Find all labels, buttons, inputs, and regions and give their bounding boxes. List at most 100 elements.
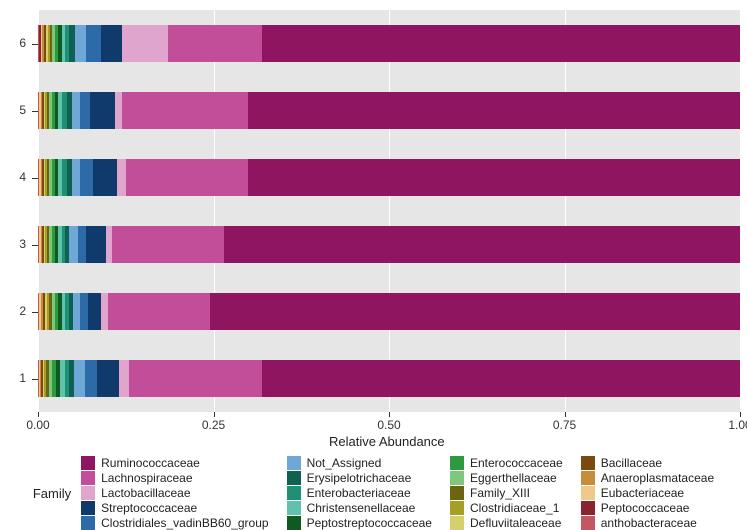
- legend-item: Clostridiales_vadinBB60_group: [81, 516, 268, 530]
- legend-label: Not_Assigned: [307, 456, 382, 470]
- bar-segment: [119, 360, 130, 398]
- bar-segment: [129, 360, 262, 398]
- legend-label: Clostridiales_vadinBB60_group: [101, 516, 268, 530]
- bar-segment: [122, 25, 168, 63]
- y-tick-label: 3: [6, 237, 26, 251]
- bar-segment: [85, 360, 98, 398]
- bar-segment: [69, 226, 77, 264]
- legend-item: Lactobacillaceae: [81, 486, 268, 500]
- legend-label: Lachnospiraceae: [101, 471, 192, 485]
- bar-segment: [122, 92, 248, 130]
- bar-segment: [117, 159, 125, 197]
- legend-item: Defluviitaleaceae: [450, 516, 563, 530]
- legend-label: Peptostreptococcaceae: [307, 516, 432, 530]
- legend-column: RuminococcaceaeLachnospiraceaeLactobacil…: [81, 456, 268, 530]
- legend-item: Not_Assigned: [287, 456, 432, 470]
- legend: Family RuminococcaceaeLachnospiraceaeLac…: [0, 456, 747, 530]
- legend-item: Lachnospiraceae: [81, 471, 268, 485]
- bar-segment: [72, 159, 80, 197]
- legend-label: Defluviitaleaceae: [470, 516, 561, 530]
- x-tick-label: 0.25: [202, 418, 225, 432]
- legend-swatch: [287, 471, 301, 485]
- y-tick-label: 5: [6, 103, 26, 117]
- bar-segment: [168, 25, 263, 63]
- y-tick-mark: [32, 245, 38, 246]
- legend-swatch: [450, 471, 464, 485]
- legend-column: BacillaceaeAnaeroplasmataceaeEubacteriac…: [581, 456, 714, 530]
- y-tick-label: 2: [6, 304, 26, 318]
- bars-area: [38, 10, 740, 412]
- legend-item: Enterococcaceae: [450, 456, 563, 470]
- legend-label: Ruminococcaceae: [101, 456, 200, 470]
- bar-segment: [248, 92, 739, 130]
- legend-label: Bacillaceae: [601, 456, 662, 470]
- y-tick-label: 6: [6, 36, 26, 50]
- bar-segment: [115, 92, 122, 130]
- bar-row: [38, 226, 740, 264]
- bar-segment: [80, 92, 91, 130]
- bar-segment: [210, 293, 740, 331]
- bar-row: [38, 159, 740, 197]
- bar-segment: [78, 226, 86, 264]
- x-axis-title: Relative Abundance: [329, 434, 445, 449]
- bar-segment: [93, 159, 118, 197]
- bar-row: [38, 25, 740, 63]
- legend-item: Ruminococcaceae: [81, 456, 268, 470]
- legend-swatch: [81, 456, 95, 470]
- x-tick-mark: [389, 412, 390, 417]
- bar-row: [38, 293, 740, 331]
- x-tick-label: 1.00: [728, 418, 747, 432]
- legend-label: Anaeroplasmataceae: [601, 471, 714, 485]
- legend-swatch: [81, 486, 95, 500]
- bar-segment: [73, 293, 80, 331]
- plot-panel: 123456 0.000.250.500.751.00 Relative Abu…: [6, 6, 746, 452]
- legend-swatch: [450, 516, 464, 530]
- y-tick-mark: [32, 44, 38, 45]
- x-tick-mark: [214, 412, 215, 417]
- legend-column: Not_AssignedErysipelotrichaceaeEnterobac…: [287, 456, 432, 530]
- chart-container: 123456 0.000.250.500.751.00 Relative Abu…: [0, 6, 747, 530]
- legend-item: Erysipelotrichaceae: [287, 471, 432, 485]
- legend-label: Eubacteriaceae: [601, 486, 684, 500]
- bar-segment: [74, 360, 85, 398]
- legend-label: Family_XIII: [470, 486, 530, 500]
- legend-label: anthobacteraceae: [601, 516, 697, 530]
- legend-item: Peptostreptococcaceae: [287, 516, 432, 530]
- legend-swatch: [581, 516, 595, 530]
- y-tick-label: 4: [6, 170, 26, 184]
- bar-segment: [86, 226, 106, 264]
- legend-swatch: [287, 516, 301, 530]
- bar-segment: [75, 25, 86, 63]
- bar-segment: [101, 293, 108, 331]
- legend-swatch: [287, 486, 301, 500]
- bar-segment: [248, 159, 739, 197]
- y-tick-mark: [32, 178, 38, 179]
- legend-label: Lactobacillaceae: [101, 486, 190, 500]
- bar-segment: [126, 159, 249, 197]
- legend-item: Eggerthellaceae: [450, 471, 563, 485]
- legend-item: Anaeroplasmataceae: [581, 471, 714, 485]
- x-tick-label: 0.00: [26, 418, 49, 432]
- legend-swatch: [287, 456, 301, 470]
- y-tick-mark: [32, 379, 38, 380]
- legend-title: Family: [33, 456, 71, 530]
- bar-segment: [86, 25, 101, 63]
- legend-columns: RuminococcaceaeLachnospiraceaeLactobacil…: [81, 456, 714, 530]
- bar-segment: [90, 92, 115, 130]
- legend-label: Erysipelotrichaceae: [307, 471, 412, 485]
- legend-swatch: [81, 516, 95, 530]
- y-tick-mark: [32, 312, 38, 313]
- legend-column: EnterococcaceaeEggerthellaceaeFamily_XII…: [450, 456, 563, 530]
- x-tick-label: 0.50: [377, 418, 400, 432]
- y-tick-mark: [32, 111, 38, 112]
- legend-label: Enterococcaceae: [470, 456, 563, 470]
- legend-item: Bacillaceae: [581, 456, 714, 470]
- legend-item: anthobacteraceae: [581, 516, 714, 530]
- bar-segment: [80, 293, 88, 331]
- legend-swatch: [450, 486, 464, 500]
- bar-segment: [262, 25, 739, 63]
- legend-swatch: [581, 456, 595, 470]
- legend-label: Enterobacteriaceae: [307, 486, 411, 500]
- y-tick-label: 1: [6, 371, 26, 385]
- legend-swatch: [581, 486, 595, 500]
